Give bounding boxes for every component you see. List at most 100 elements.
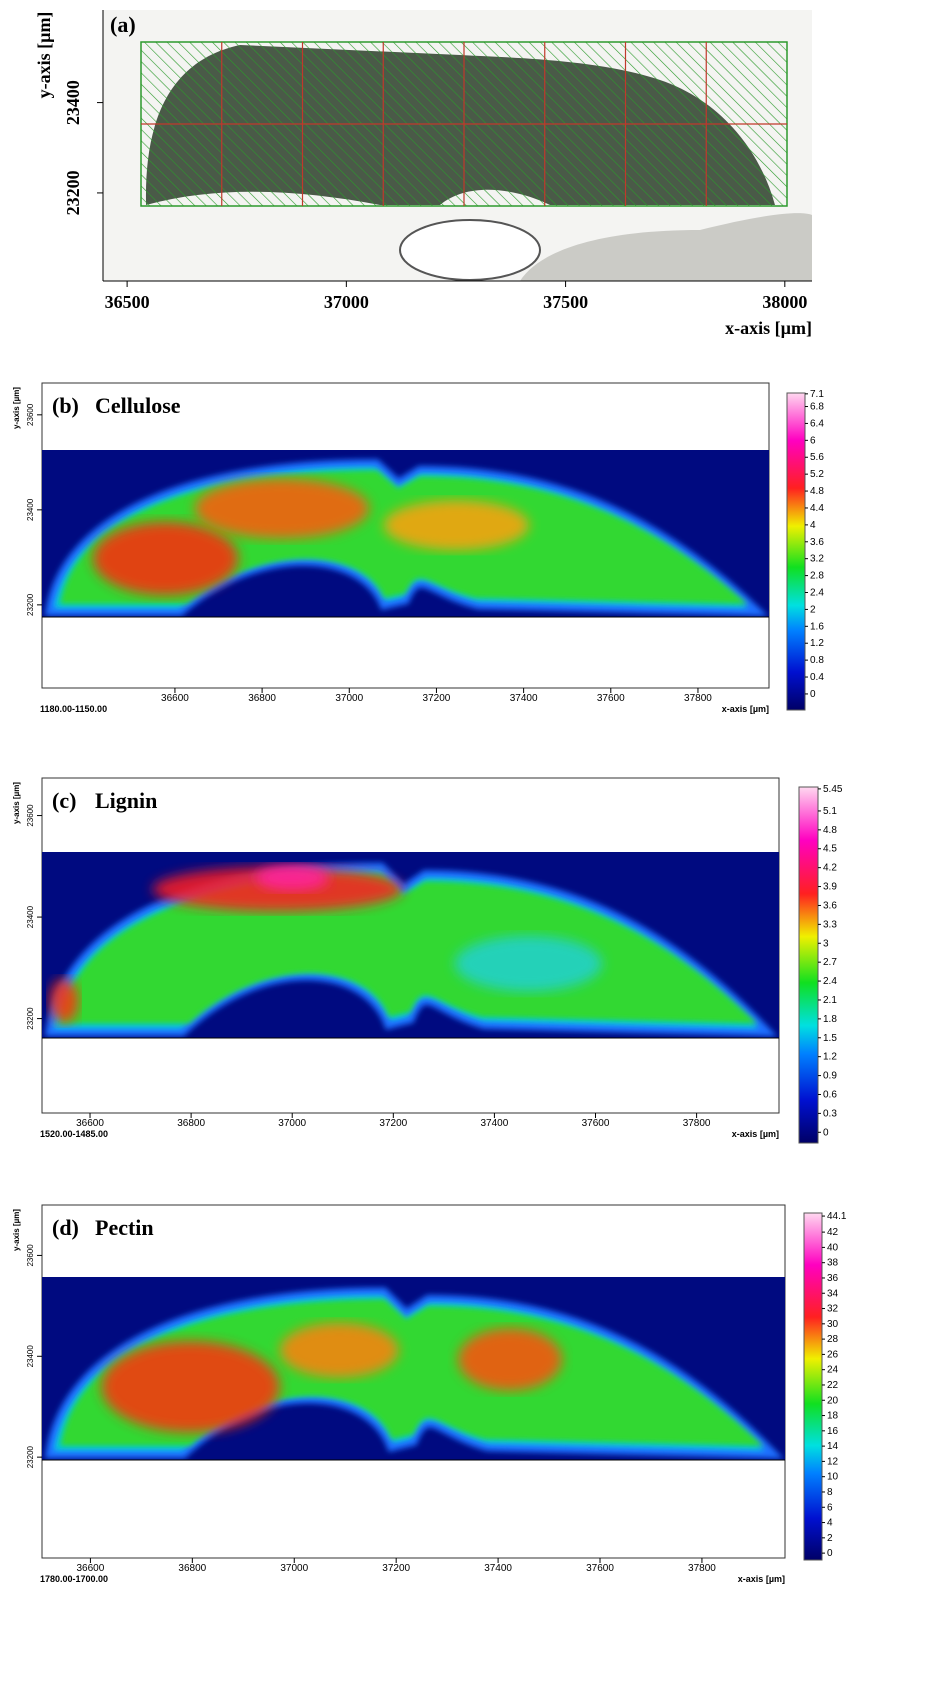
x-tick-label: 36800 <box>248 693 276 704</box>
y-tick-label: 23200 <box>63 170 83 215</box>
colorbar-tick-label: 0 <box>823 1127 829 1138</box>
y-axis-label: y-axis [µm] <box>34 12 54 99</box>
map-hotspot <box>194 478 370 539</box>
colorbar-tick-label: 12 <box>827 1456 839 1467</box>
x-tick-label: 37000 <box>278 1118 306 1129</box>
tissue-lower <box>146 205 812 281</box>
y-axis-label: y-axis [µm] <box>12 782 21 824</box>
y-tick-label: 23400 <box>26 498 35 521</box>
x-axis-label: x-axis [µm] <box>732 1129 779 1139</box>
panel-label: (d) <box>52 1215 79 1240</box>
colorbar-tick-label: 5.2 <box>810 469 824 480</box>
colorbar-tick-label: 44.1 <box>827 1211 847 1222</box>
panel-label: (b) <box>52 393 79 418</box>
map-hotspot <box>458 1328 563 1391</box>
colorbar-tick-label: 40 <box>827 1242 839 1253</box>
range-label: 1780.00-1700.00 <box>40 1574 108 1584</box>
x-tick-label: 38000 <box>762 292 807 312</box>
x-tick-label: 36800 <box>177 1118 205 1129</box>
y-tick-label: 23200 <box>26 1445 35 1468</box>
colorbar-tick-label: 14 <box>827 1441 839 1452</box>
x-tick-label: 37800 <box>683 1118 711 1129</box>
colorbar-tick-label: 4.8 <box>810 486 824 497</box>
colorbar-tick-label: 34 <box>827 1288 839 1299</box>
colorbar-tick-label: 8 <box>827 1487 833 1498</box>
colorbar-tick-label: 6 <box>827 1502 833 1513</box>
colorbar-tick-label: 1.2 <box>823 1052 837 1063</box>
colorbar-tick-label: 3 <box>823 938 829 949</box>
x-tick-label: 37600 <box>586 1563 614 1574</box>
panel-label: (c) <box>52 788 76 813</box>
y-tick-label: 23600 <box>26 1244 35 1267</box>
colorbar-tick-label: 36 <box>827 1273 839 1284</box>
map-hotspot <box>383 500 530 551</box>
panel-label: (a) <box>110 12 136 37</box>
colorbar-tick-label: 1.8 <box>823 1014 837 1025</box>
x-axis-label: x-axis [µm] <box>725 318 812 338</box>
colorbar-tick-label: 0.4 <box>810 672 824 683</box>
colorbar-tick-label: 6.4 <box>810 418 824 429</box>
colorbar-tick-label: 26 <box>827 1349 839 1360</box>
cells <box>399 219 541 281</box>
y-axis-label: y-axis [µm] <box>12 1209 21 1251</box>
map-hotspot <box>49 978 79 1024</box>
map-body <box>60 874 758 1024</box>
colorbar-tick-label: 5.1 <box>823 806 837 817</box>
range-label: 1520.00-1485.00 <box>40 1129 108 1139</box>
colorbar-tick-label: 0 <box>810 689 816 700</box>
x-tick-label: 37400 <box>510 693 538 704</box>
x-tick-label: 37200 <box>423 693 451 704</box>
colorbar-tick-label: 10 <box>827 1472 839 1483</box>
range-label: 1180.00-1150.00 <box>40 704 107 714</box>
y-tick-label: 23600 <box>26 804 35 827</box>
colorbar-tick-label: 3.6 <box>810 537 824 548</box>
colorbar-tick-label: 30 <box>827 1319 839 1330</box>
colorbar-tick-label: 5.45 <box>823 784 843 795</box>
colorbar <box>798 786 819 1144</box>
colorbar-tick-label: 6 <box>810 435 816 446</box>
colorbar-tick-label: 4.4 <box>810 503 824 514</box>
colorbar-tick-label: 16 <box>827 1426 839 1437</box>
x-tick-label: 37200 <box>382 1563 410 1574</box>
colorbar-tick-label: 28 <box>827 1334 839 1345</box>
x-tick-label: 37200 <box>379 1118 407 1129</box>
colorbar-tick-label: 3.2 <box>810 554 824 565</box>
x-tick-label: 37600 <box>582 1118 610 1129</box>
map <box>44 459 769 617</box>
colorbar-tick-label: 2.7 <box>823 957 837 968</box>
panel-title: Lignin <box>95 788 157 813</box>
colorbar-tick-label: 2.1 <box>823 995 837 1006</box>
map-hotspot <box>101 1341 280 1433</box>
y-tick-label: 23200 <box>26 1007 35 1030</box>
x-tick-label: 37800 <box>688 1563 716 1574</box>
colorbar-tick-label: 2.4 <box>823 976 837 987</box>
colorbar-tick-label: 2.4 <box>810 587 824 598</box>
colorbar-tick-label: 20 <box>827 1395 839 1406</box>
x-tick-label: 37400 <box>481 1118 509 1129</box>
x-tick-label: 36600 <box>161 693 189 704</box>
map <box>44 1287 784 1459</box>
colorbar-tick-label: 32 <box>827 1304 839 1315</box>
colorbar-tick-label: 0.9 <box>823 1071 837 1082</box>
y-tick-label: 23600 <box>26 403 35 426</box>
map <box>44 862 778 1037</box>
colorbar-tick-label: 3.9 <box>823 882 837 893</box>
panel-title: Pectin <box>95 1215 154 1240</box>
x-tick-label: 37800 <box>684 693 712 704</box>
x-tick-label: 37000 <box>280 1563 308 1574</box>
map-hotspot <box>92 521 239 596</box>
x-tick-label: 37600 <box>597 693 625 704</box>
x-tick-label: 37000 <box>335 693 363 704</box>
colorbar-tick-label: 42 <box>827 1227 839 1238</box>
colorbar-tick-label: 0.8 <box>810 655 824 666</box>
colorbar-tick-label: 4.5 <box>823 844 837 855</box>
colorbar-tick-label: 7.1 <box>810 389 824 400</box>
colorbar-tick-label: 1.2 <box>810 638 824 649</box>
colorbar-tick-label: 6.8 <box>810 402 824 413</box>
colorbar-tick-label: 22 <box>827 1380 839 1391</box>
colorbar-tick-label: 4.8 <box>823 825 837 836</box>
colorbar-tick-label: 3.6 <box>823 900 837 911</box>
colorbar <box>803 1212 823 1561</box>
colorbar-tick-label: 2 <box>810 604 816 615</box>
